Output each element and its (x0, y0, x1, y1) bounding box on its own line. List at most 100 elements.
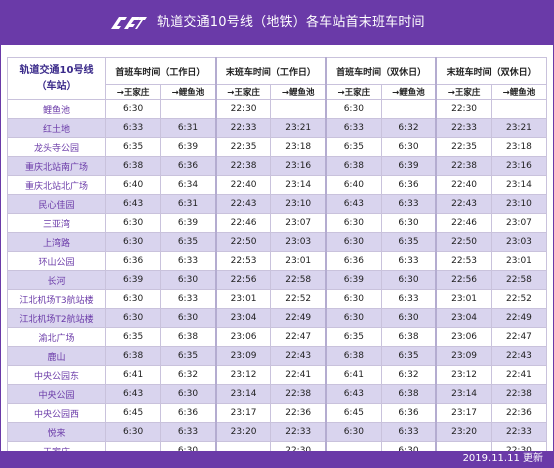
time-cell: 23:21 (270, 118, 327, 138)
time-cell: 22:40 (214, 175, 272, 195)
time-cell: 6:35 (380, 346, 437, 366)
table-row: 江北机场T3航站楼 6:30 6:33 23:01 22:52 6:30 6:33 23:01… (7, 289, 548, 309)
station-name: 中央公园西 (7, 403, 106, 423)
time-cell: 6:30 (324, 232, 382, 252)
time-cell: 22:33 (214, 118, 272, 138)
time-cell: 6:35 (324, 327, 382, 347)
time-cell: 22:52 (270, 289, 327, 309)
time-cell: 22:49 (490, 308, 548, 328)
table-row: 中央公园 6:43 6:30 23:14 22:38 6:43 6:38 23:14 22:38 (7, 384, 548, 404)
time-cell: 22:30 (214, 99, 272, 119)
time-cell: 23:04 (435, 308, 492, 328)
time-cell: 6:43 (324, 384, 382, 404)
time-cell (270, 99, 327, 119)
time-cell: 6:30 (324, 213, 382, 233)
time-cell: 6:38 (380, 384, 437, 404)
time-cell (380, 99, 437, 119)
time-cell: 6:30 (324, 289, 382, 309)
station-name: 环山公园 (7, 251, 106, 271)
time-cell: 22:35 (435, 137, 492, 157)
time-cell: 23:09 (214, 346, 272, 366)
time-cell: 6:40 (324, 175, 382, 195)
time-cell: 6:36 (380, 175, 437, 195)
time-cell: 6:36 (160, 156, 217, 176)
time-cell: 6:41 (324, 365, 382, 385)
time-cell: 6:43 (104, 194, 162, 214)
table-row: 重庆北站南广场 6:38 6:36 22:38 23:16 6:38 6:39 22:38 23… (7, 156, 548, 176)
timetable: 轨道交通10号线 （车站） 首班车时间（工作日） 末班车时间（工作日） 首班车时… (7, 57, 548, 461)
time-cell: 22:43 (435, 194, 492, 214)
time-cell: 6:30 (104, 213, 162, 233)
station-name: 重庆北站南广场 (7, 156, 106, 176)
table-row: 渝北广场 6:35 6:38 23:06 22:47 6:35 6:38 23:06 22:47 (7, 327, 548, 347)
time-cell: 22:50 (435, 232, 492, 252)
station-name: 长河 (7, 270, 106, 290)
time-cell: 6:39 (160, 213, 217, 233)
time-cell: 6:38 (324, 156, 382, 176)
table-row: 红土地 6:33 6:31 22:33 23:21 6:33 6:32 22:33 23:21 (7, 118, 548, 138)
station-name: 民心佳园 (7, 194, 106, 214)
time-cell: 6:35 (160, 232, 217, 252)
time-cell: 23:06 (214, 327, 272, 347)
time-cell: 6:45 (104, 403, 162, 423)
time-cell: 6:33 (380, 194, 437, 214)
time-cell: 23:14 (270, 175, 327, 195)
time-cell: 6:36 (160, 403, 217, 423)
time-cell: 22:36 (490, 403, 548, 423)
time-cell: 6:43 (324, 194, 382, 214)
time-cell: 22:38 (270, 384, 327, 404)
time-cell: 22:46 (435, 213, 492, 233)
time-cell (490, 99, 548, 119)
station-header-line2: （车站） (36, 80, 77, 92)
group-header: 末班车时间（双休日） (435, 57, 548, 85)
station-name: 上湾路 (7, 232, 106, 252)
time-cell: 22:56 (435, 270, 492, 290)
time-cell: 23:21 (490, 118, 548, 138)
group-header: 首班车时间（双休日） (324, 57, 437, 85)
table-row: 重庆北站北广场 6:40 6:34 22:40 23:14 6:40 6:36 22:40 23… (7, 175, 548, 195)
time-cell: 6:33 (104, 118, 162, 138)
time-cell: 22:33 (270, 422, 327, 442)
time-cell: 6:30 (324, 422, 382, 442)
time-cell: 6:33 (160, 251, 217, 271)
time-cell: 6:32 (380, 365, 437, 385)
time-cell: 22:35 (214, 137, 272, 157)
time-cell: 6:38 (324, 346, 382, 366)
station-name: 中央公园 (7, 384, 106, 404)
time-cell: 6:30 (160, 384, 217, 404)
time-cell: 6:30 (380, 270, 437, 290)
timetable-body: 鲤鱼池 6:30 22:30 6:30 22:30 红土地 6:33 6:31 22:33 23:… (7, 99, 548, 461)
table-row: 龙头寺公园 6:35 6:39 22:35 23:18 6:35 6:30 22:35 23:1… (7, 137, 548, 157)
table-row: 悦来 6:30 6:33 23:20 22:33 6:30 6:33 23:20 22:33 (7, 422, 548, 442)
crt-logo-icon (111, 17, 147, 29)
time-cell: 22:33 (490, 422, 548, 442)
station-name: 江北机场T3航站楼 (7, 289, 106, 309)
time-cell: 6:36 (380, 403, 437, 423)
time-cell: 22:53 (214, 251, 272, 271)
time-cell: 6:36 (324, 251, 382, 271)
time-cell: 23:14 (214, 384, 272, 404)
time-cell: 23:16 (270, 156, 327, 176)
time-cell: 23:09 (435, 346, 492, 366)
time-cell: 6:43 (104, 384, 162, 404)
time-cell: 6:35 (324, 137, 382, 157)
station-name: 三亚湾 (7, 213, 106, 233)
table-row: 民心佳园 6:43 6:31 22:43 23:10 6:43 6:33 22:43 23:10 (7, 194, 548, 214)
direction-header: →王家庄 (214, 84, 272, 100)
time-cell: 23:18 (490, 137, 548, 157)
time-cell: 6:30 (160, 308, 217, 328)
time-cell: 22:52 (490, 289, 548, 309)
station-name: 鲤鱼池 (7, 99, 106, 119)
time-cell: 6:33 (324, 118, 382, 138)
time-cell: 23:17 (435, 403, 492, 423)
time-cell: 6:35 (104, 327, 162, 347)
direction-header: →鲤鱼池 (270, 84, 327, 100)
time-cell: 22:43 (270, 346, 327, 366)
station-name: 中央公园东 (7, 365, 106, 385)
station-name: 重庆北站北广场 (7, 175, 106, 195)
station-name: 红土地 (7, 118, 106, 138)
time-cell: 6:30 (104, 289, 162, 309)
station-name: 鹿山 (7, 346, 106, 366)
time-cell: 22:49 (270, 308, 327, 328)
station-name: 龙头寺公园 (7, 137, 106, 157)
